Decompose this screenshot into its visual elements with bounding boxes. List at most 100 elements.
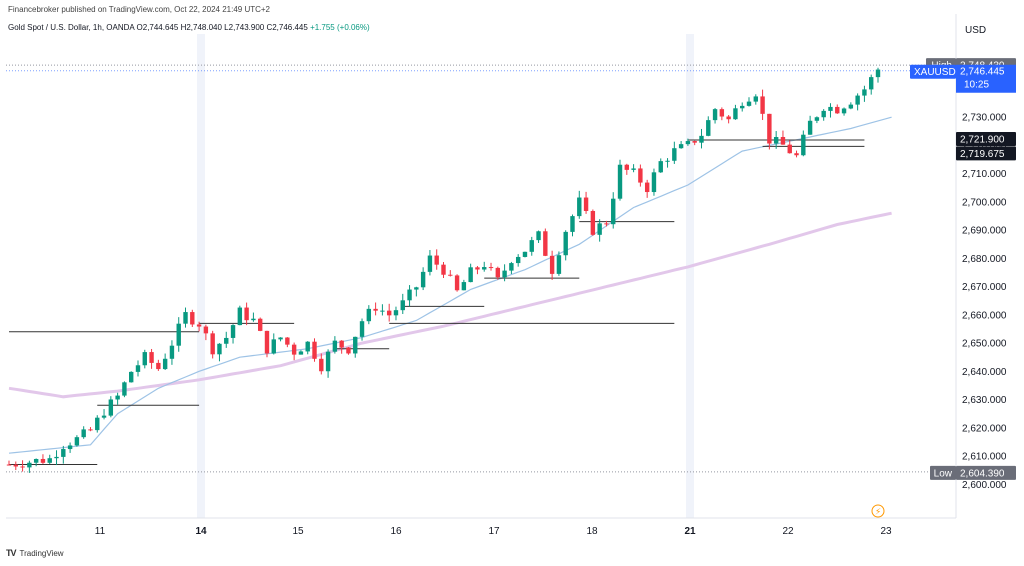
candle-body-118: [807, 120, 813, 135]
candle-body-23: [162, 358, 168, 370]
candle-body-34: [237, 307, 243, 326]
candle-body-17: [122, 382, 127, 396]
candle-body-32: [224, 337, 229, 344]
candle-body-3: [27, 462, 32, 468]
candle-body-89: [611, 198, 616, 225]
candle-body-38: [264, 330, 270, 354]
candle-body-19: [135, 365, 141, 372]
candle-body-120: [821, 110, 826, 118]
session-break-1: [686, 34, 694, 518]
candle-body-33: [230, 325, 236, 338]
candle-body-29: [203, 326, 209, 334]
event-lightning-icon[interactable]: [871, 504, 885, 518]
candle-body-53: [366, 308, 372, 322]
candle-body-63: [434, 255, 439, 265]
price-tick-label: 2,730.000: [962, 113, 1007, 124]
time-tick-label: 17: [488, 526, 500, 537]
candle-body-61: [420, 271, 426, 288]
candle-body-65: [448, 274, 453, 276]
time-tick-label: 18: [586, 526, 598, 537]
candle-body-110: [753, 96, 758, 102]
candle-body-125: [855, 95, 860, 105]
price-tick-label: 2,620.000: [962, 423, 1007, 434]
candle-body-5: [40, 458, 46, 463]
candle-body-54: [373, 308, 378, 311]
candle-body-112: [767, 113, 772, 144]
level2-tag: 2,719.675: [960, 149, 1005, 160]
candle-body-1: [13, 464, 18, 467]
candle-body-126: [862, 89, 867, 96]
price-tick-label: 2,600.000: [962, 480, 1007, 491]
time-tick-label: 14: [195, 526, 207, 537]
candle-body-44: [305, 341, 310, 352]
change-value: +1.755 (+0.06%): [310, 23, 370, 32]
time-tick-label: 11: [95, 526, 106, 537]
candle-body-100: [685, 141, 691, 145]
candle-body-95: [651, 172, 657, 193]
tradingview-logo-icon: TV: [6, 548, 16, 558]
candle-body-103: [706, 120, 711, 136]
candle-body-71: [488, 267, 494, 269]
candle-body-124: [848, 104, 854, 109]
candle-body-69: [475, 267, 480, 270]
ma-slow-line: [8, 211, 892, 399]
low-value: L2,743.900: [224, 23, 265, 32]
price-tick-label: 2,630.000: [962, 395, 1007, 406]
candle-body-68: [468, 267, 473, 283]
candle-body-104: [712, 109, 718, 121]
candle-body-97: [665, 160, 670, 162]
time-tick-label: 21: [684, 526, 696, 537]
low-value-tag-bg: [956, 465, 1016, 480]
candle-body-28: [196, 324, 202, 327]
candle-body-49: [339, 340, 344, 348]
candle-body-114: [780, 137, 786, 145]
candle-body-116: [794, 153, 799, 156]
candle-body-0: [6, 464, 12, 466]
candle-body-27: [190, 312, 195, 325]
candle-body-43: [298, 351, 304, 355]
candle-body-48: [332, 340, 338, 352]
candle-body-105: [719, 109, 725, 117]
candle-body-30: [210, 333, 215, 355]
candle-body-36: [251, 318, 256, 321]
candle-body-52: [359, 321, 365, 337]
candle-body-67: [461, 282, 467, 291]
candle-body-121: [828, 106, 833, 111]
candle-body-122: [835, 106, 840, 114]
candle-body-80: [549, 255, 555, 274]
candle-body-88: [604, 223, 609, 225]
candle-body-102: [699, 135, 704, 143]
level1-tag: 2,721.900: [960, 135, 1005, 146]
candle-body-85: [583, 197, 589, 211]
price-tick-label: 2,700.000: [962, 197, 1007, 208]
currency-label[interactable]: USD: [965, 25, 986, 36]
low-label-tag: Low: [934, 468, 953, 479]
ma-fast-line: [8, 116, 892, 454]
candle-body-37: [257, 318, 263, 331]
candle-body-117: [801, 134, 806, 156]
price-tick-label: 2,710.000: [962, 169, 1007, 180]
low-label-tag-bg: [930, 465, 956, 480]
candle-body-24: [169, 345, 175, 359]
candle-body-8: [61, 449, 66, 457]
symbol-tag-bg: [910, 64, 956, 79]
candle-body-31: [217, 343, 222, 355]
level1-tag-bg: [956, 132, 1016, 147]
tradingview-brand: TradingView: [19, 548, 64, 558]
candle-body-41: [285, 337, 290, 345]
candle-body-42: [291, 344, 297, 355]
candle-body-6: [47, 458, 52, 463]
time-tick-label: 23: [880, 526, 892, 537]
candle-body-96: [658, 161, 663, 173]
candle-body-78: [536, 231, 541, 241]
bar-countdown: 10:25: [964, 80, 989, 91]
candle-body-39: [271, 339, 276, 354]
candle-body-111: [760, 96, 765, 114]
close-value: C2,746.445: [266, 23, 308, 32]
candle-body-90: [617, 164, 623, 199]
candle-body-76: [522, 251, 528, 257]
candle-body-59: [407, 289, 412, 301]
candle-body-9: [67, 445, 73, 450]
candle-body-109: [746, 101, 752, 106]
